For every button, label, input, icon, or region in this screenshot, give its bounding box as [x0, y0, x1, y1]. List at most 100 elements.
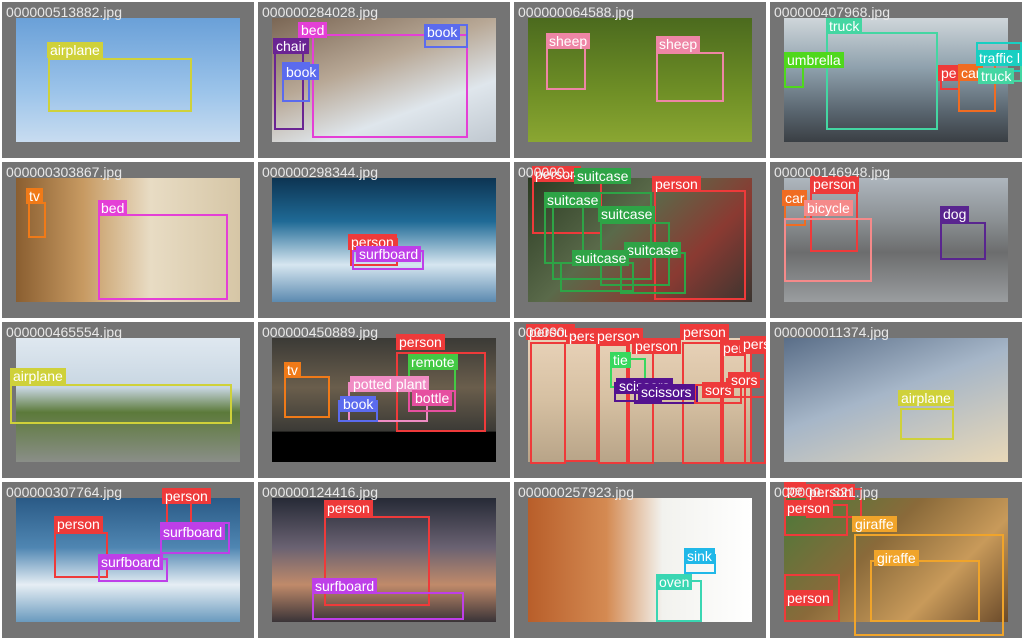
image-tile[interactable]: 000000284028.jpg bed chair book book	[258, 2, 510, 158]
image-tile[interactable]: 000000513882.jpg airplane	[2, 2, 254, 158]
class-label-traffic-light: traffic l	[976, 50, 1022, 66]
class-label-person: person	[680, 324, 729, 340]
bounding-box-dog	[940, 222, 986, 260]
bounding-box-person	[744, 352, 766, 464]
photo	[272, 498, 496, 622]
photo	[784, 338, 1008, 462]
bounding-box-bed	[98, 214, 228, 300]
class-label-person: person	[594, 328, 643, 344]
bounding-box-book	[282, 62, 310, 102]
class-label-bed: bed	[298, 22, 328, 38]
image-tile[interactable]: 000000307764.jpg person person surfboard sur…	[2, 482, 254, 638]
class-label-remote: remote	[408, 354, 458, 370]
bounding-box-giraffe	[870, 560, 980, 622]
photo	[16, 338, 240, 462]
image-tile[interactable]: 000000298344.jpg person surfboard	[258, 162, 510, 318]
image-tile[interactable]: 000000...321.jpg pe person person giraffe gir…	[770, 482, 1022, 638]
image-tile[interactable]: 000000465554.jpg airplane	[2, 322, 254, 478]
bounding-box-person	[564, 342, 598, 462]
class-label-person: person	[324, 500, 373, 516]
image-tile[interactable]: 000000146948.jpg person car bicycle dog	[770, 162, 1022, 318]
photo	[16, 18, 240, 142]
class-label-airplane: airplane	[10, 368, 66, 384]
class-label-person: person	[784, 500, 833, 516]
image-tile[interactable]: 000000407968.jpg truck umbrella pe car traffi…	[770, 2, 1022, 158]
photo	[272, 338, 496, 462]
bounding-box-person	[530, 342, 566, 464]
class-label-tie: tie	[610, 352, 631, 368]
class-label-person: person	[162, 488, 211, 504]
class-label-book: book	[283, 64, 320, 80]
bounding-box-person	[324, 516, 430, 606]
class-label-airplane: airplane	[47, 42, 103, 58]
class-label-suitcase: suitcase	[574, 168, 632, 184]
class-label-car: car	[958, 65, 984, 81]
image-filename: 000000307764.jpg	[6, 484, 123, 500]
photo	[16, 178, 240, 302]
image-tile[interactable]: 000000303867.jpg tv bed	[2, 162, 254, 318]
class-label-suitcase: suitcase	[624, 242, 682, 258]
bounding-box-tv	[28, 202, 46, 238]
class-label-sors: sors	[728, 372, 761, 388]
bounding-box-bicycle	[784, 218, 872, 282]
image-filename: 000000011374.jpg	[774, 324, 889, 340]
class-label-giraffe: giraffe	[852, 516, 897, 532]
class-label-person: person	[532, 166, 581, 182]
class-label-surfboard: surfboard	[356, 246, 422, 262]
image-filename: 000000...	[518, 164, 577, 180]
image-filename: 000000284028.jpg	[262, 4, 379, 20]
image-filename: 000000124416.jpg	[262, 484, 379, 500]
class-label-sheep: sheep	[656, 36, 701, 52]
image-filename: 000000257923.jpg	[518, 484, 635, 500]
bounding-box-suitcase	[552, 192, 652, 280]
photo	[528, 498, 752, 622]
bounding-box-truck	[826, 32, 938, 130]
image-filename: 000000465554.jpg	[6, 324, 123, 340]
class-label-person: person	[740, 336, 766, 352]
image-filename: 000000513882.jpg	[6, 4, 123, 20]
image-filename: 000000450889.jpg	[262, 324, 379, 340]
class-label-umbrella: umbrella	[784, 52, 844, 68]
image-tile[interactable]: 000000... person suitcase person suitcase sui…	[514, 162, 766, 318]
class-label-person: person	[652, 176, 701, 192]
image-tile[interactable]: 000000... person perso person person person pe…	[514, 322, 766, 478]
class-label-sheep: sheep	[546, 33, 591, 49]
class-label-person: person	[810, 176, 859, 192]
image-tile[interactable]: 000000064588.jpg sheep sheep	[514, 2, 766, 158]
bounding-box-surfboard	[312, 592, 464, 620]
class-label-bicycle: bicycle	[804, 200, 853, 216]
class-label-person: pe	[938, 65, 960, 81]
image-filename: 000000146948.jpg	[774, 164, 891, 180]
bounding-box-airplane	[48, 58, 192, 112]
class-label-truck: truck	[826, 18, 863, 34]
class-label-person: person	[632, 338, 681, 354]
image-filename: 000000064588.jpg	[518, 4, 635, 20]
bounding-box-giraffe	[854, 534, 1004, 636]
image-tile[interactable]: 000000124416.jpg person surfboard	[258, 482, 510, 638]
class-label-surfboard: surfboard	[98, 554, 164, 570]
class-label-person: person	[396, 334, 445, 350]
class-label-airplane: airplane	[898, 390, 954, 406]
bounding-box-sheep	[656, 52, 724, 102]
image-tile[interactable]: 000000011374.jpg airplane	[770, 322, 1022, 478]
class-label-sors: sors	[702, 382, 735, 398]
class-label-surfboard: surfboard	[312, 578, 378, 594]
class-label-person: pe	[784, 482, 806, 498]
class-label-car: car	[782, 190, 808, 206]
class-label-book: book	[340, 396, 377, 412]
class-label-dog: dog	[940, 206, 970, 222]
class-label-tv: tv	[284, 362, 301, 378]
image-tile[interactable]: 000000450889.jpg person remote tv potted pla…	[258, 322, 510, 478]
bounding-box-tv	[284, 376, 330, 418]
image-tile[interactable]: 000000257923.jpg sink oven	[514, 482, 766, 638]
class-label-giraffe: giraffe	[874, 550, 919, 566]
class-label-person: per	[720, 340, 747, 356]
class-label-oven: oven	[656, 574, 693, 590]
bounding-box-airplane	[10, 384, 232, 424]
class-label-sink: sink	[684, 548, 715, 564]
class-label-book: book	[424, 24, 461, 40]
bounding-box-person	[396, 352, 486, 432]
bounding-box-bed	[312, 34, 468, 138]
class-label-truck: truck	[978, 68, 1015, 84]
